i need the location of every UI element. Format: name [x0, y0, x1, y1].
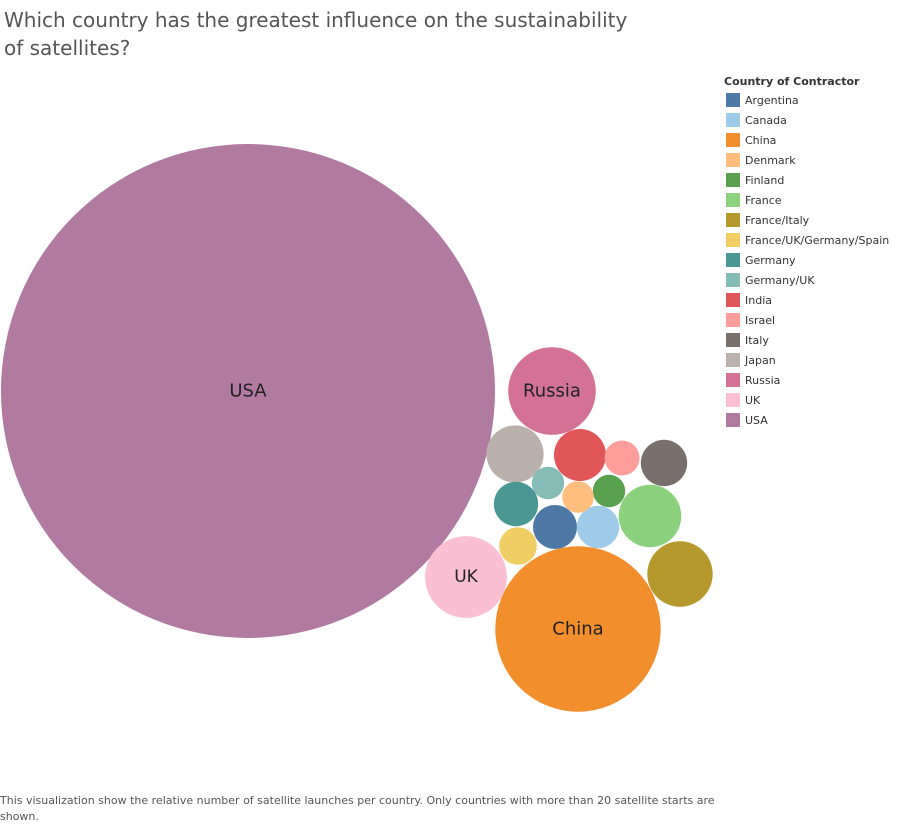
bubble-circle-germany-uk[interactable] [531, 466, 565, 500]
bubble-uk[interactable]: UK [425, 536, 507, 618]
bubble-circle-france-italy[interactable] [647, 541, 713, 607]
legend-label: Canada [745, 113, 787, 127]
legend-item-denmark[interactable]: Denmark [724, 150, 899, 170]
legend-swatch [726, 293, 740, 307]
legend-label: Finland [745, 173, 785, 187]
legend-swatch [726, 273, 740, 287]
legend-swatch [726, 373, 740, 387]
legend-item-russia[interactable]: Russia [724, 370, 899, 390]
bubble-germany-uk[interactable] [531, 466, 565, 500]
bubble-usa[interactable]: USA [1, 144, 495, 638]
bubble-israel[interactable] [604, 440, 640, 476]
bubble-circle-finland[interactable] [592, 474, 626, 508]
legend-swatch [726, 313, 740, 327]
bubble-canada[interactable] [576, 505, 620, 549]
legend-item-china[interactable]: China [724, 130, 899, 150]
bubble-circle-argentina[interactable] [533, 505, 577, 549]
bubble-label-usa: USA [229, 381, 267, 402]
legend-swatch [726, 173, 740, 187]
bubble-circle-canada[interactable] [576, 505, 620, 549]
legend-swatch [726, 233, 740, 247]
legend-item-canada[interactable]: Canada [724, 110, 899, 130]
bubble-circle-france[interactable] [618, 484, 682, 548]
legend-label: Denmark [745, 153, 796, 167]
bubble-circle-china[interactable] [495, 546, 661, 712]
bubble-circle-israel[interactable] [604, 440, 640, 476]
legend-item-germany-uk[interactable]: Germany/UK [724, 270, 899, 290]
bubble-circle-usa[interactable] [1, 144, 495, 638]
legend-item-india[interactable]: India [724, 290, 899, 310]
legend-swatch [726, 393, 740, 407]
legend-label: Argentina [745, 93, 799, 107]
bubble-circle-russia[interactable] [508, 347, 596, 435]
legend-label: France [745, 193, 782, 207]
chart-title: Which country has the greatest influence… [4, 8, 628, 60]
legend-label: USA [745, 413, 768, 427]
legend-label: India [745, 293, 772, 307]
legend-item-finland[interactable]: Finland [724, 170, 899, 190]
legend-swatch [726, 193, 740, 207]
legend-label: Russia [745, 373, 781, 387]
bubble-circle-india[interactable] [554, 429, 606, 481]
legend-item-france-italy[interactable]: France/Italy [724, 210, 899, 230]
bubble-circle-italy[interactable] [640, 439, 688, 487]
legend-swatch [726, 333, 740, 347]
bubble-label-china: China [552, 619, 603, 640]
legend-title: Country of Contractor [724, 75, 860, 88]
legend-label: Germany/UK [745, 273, 815, 287]
bubble-russia[interactable]: Russia [508, 347, 596, 435]
chart-caption: This visualization show the relative num… [0, 794, 715, 823]
legend-swatch [726, 153, 740, 167]
legend-swatch [726, 213, 740, 227]
legend-swatch [726, 93, 740, 107]
bubble-india[interactable] [554, 429, 606, 481]
bubble-argentina[interactable] [533, 505, 577, 549]
legend-list: Argentina Canada China Denmark Finland France… [724, 90, 899, 430]
legend-label: Germany [745, 253, 796, 267]
bubble-label-russia: Russia [523, 381, 581, 402]
legend-label: UK [745, 393, 761, 407]
legend-swatch [726, 253, 740, 267]
bubble-china[interactable]: China [495, 546, 661, 712]
bubble-japan[interactable] [486, 425, 544, 483]
legend-label: France/UK/Germany/Spain [745, 233, 890, 247]
bubble-denmark[interactable] [562, 481, 594, 513]
legend-item-japan[interactable]: Japan [724, 350, 899, 370]
legend-item-argentina[interactable]: Argentina [724, 90, 899, 110]
bubble-germany[interactable] [493, 481, 539, 527]
legend: Country of Contractor Argentina Canada Chi… [724, 74, 899, 430]
legend-swatch [726, 353, 740, 367]
bubble-circle-france-uk-germany-spain[interactable] [499, 527, 537, 565]
legend-item-france-uk-germany-spain[interactable]: France/UK/Germany/Spain [724, 230, 899, 250]
legend-item-usa[interactable]: USA [724, 410, 899, 430]
bubble-circle-denmark[interactable] [562, 481, 594, 513]
legend-swatch [726, 113, 740, 127]
legend-item-italy[interactable]: Italy [724, 330, 899, 350]
bubble-circle-germany[interactable] [493, 481, 539, 527]
bubble-chart: USA China Russia UK [1, 144, 713, 712]
legend-label: Italy [745, 333, 769, 347]
legend-label: Japan [745, 353, 776, 367]
bubble-france[interactable] [618, 484, 682, 548]
legend-label: Israel [745, 313, 776, 327]
legend-swatch [726, 133, 740, 147]
bubble-italy[interactable] [640, 439, 688, 487]
bubble-circle-uk[interactable] [425, 536, 507, 618]
legend-label: China [745, 133, 777, 147]
bubble-finland[interactable] [592, 474, 626, 508]
legend-item-france[interactable]: France [724, 190, 899, 210]
bubble-france-italy[interactable] [647, 541, 713, 607]
legend-swatch [726, 413, 740, 427]
legend-item-israel[interactable]: Israel [724, 310, 899, 330]
bubble-france-uk-germany-spain[interactable] [499, 527, 537, 565]
bubble-circle-japan[interactable] [486, 425, 544, 483]
legend-item-germany[interactable]: Germany [724, 250, 899, 270]
legend-item-uk[interactable]: UK [724, 390, 899, 410]
bubble-label-uk: UK [454, 567, 478, 587]
legend-label: France/Italy [745, 213, 810, 227]
